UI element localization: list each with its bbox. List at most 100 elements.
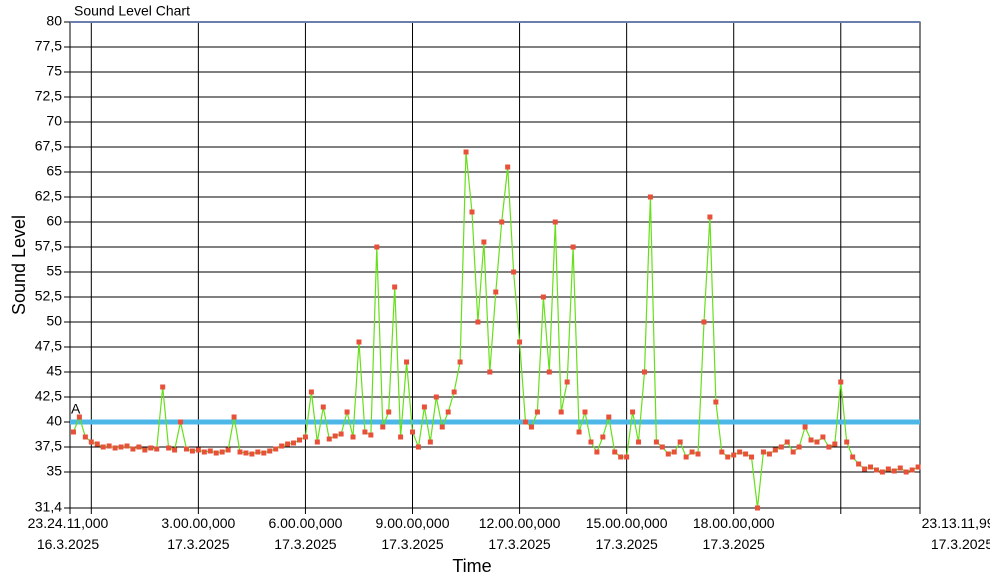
data-marker — [594, 449, 600, 455]
data-marker — [903, 469, 909, 475]
data-marker — [624, 454, 630, 460]
data-marker — [404, 359, 410, 365]
data-marker — [808, 437, 814, 443]
data-marker — [523, 419, 529, 425]
y-tick-label: 75 — [46, 63, 62, 79]
data-marker — [457, 359, 463, 365]
data-marker — [749, 454, 755, 460]
data-marker — [267, 448, 273, 454]
data-marker — [552, 219, 558, 225]
data-marker — [879, 469, 885, 475]
data-marker — [647, 194, 653, 200]
data-marker — [897, 465, 903, 471]
y-tick-label: 52,5 — [35, 288, 62, 304]
y-tick-label: 45 — [46, 363, 62, 379]
threshold-label: A — [71, 401, 81, 417]
x-tick-label: 9.00.00,000 17.3.2025 — [376, 515, 450, 552]
y-tick-label: 80 — [46, 13, 62, 29]
data-marker — [445, 409, 451, 415]
data-marker — [183, 446, 189, 452]
data-marker — [641, 369, 647, 375]
data-marker — [719, 449, 725, 455]
data-marker — [189, 448, 195, 454]
data-marker — [534, 409, 540, 415]
y-tick-label: 47,5 — [35, 338, 62, 354]
data-marker — [772, 447, 778, 453]
data-marker — [415, 444, 421, 450]
series-line — [72, 151, 919, 509]
data-marker — [255, 449, 261, 455]
data-marker — [136, 444, 142, 450]
data-marker — [439, 424, 445, 430]
data-marker — [612, 449, 618, 455]
y-tick-label: 77,5 — [35, 38, 62, 54]
data-marker — [540, 294, 546, 300]
data-marker — [517, 339, 523, 345]
data-marker — [166, 445, 172, 451]
data-marker — [689, 449, 695, 455]
data-marker — [671, 449, 677, 455]
data-marker — [314, 439, 320, 445]
data-marker — [778, 444, 784, 450]
data-marker — [487, 369, 493, 375]
data-marker — [178, 419, 184, 425]
data-marker — [195, 447, 201, 453]
y-tick-label: 60 — [46, 213, 62, 229]
data-marker — [475, 319, 481, 325]
data-marker — [100, 444, 106, 450]
data-marker — [207, 448, 213, 454]
data-marker — [296, 437, 302, 443]
x-tick-label: 3.00.00,000 17.3.2025 — [161, 515, 235, 552]
y-tick-label: 35 — [46, 463, 62, 479]
data-marker — [606, 414, 612, 420]
data-marker — [76, 414, 82, 420]
data-marker — [362, 429, 368, 435]
x-tick-label: 23.13.11,99217.3.2025 — [922, 515, 990, 552]
x-tick-label: 15.00.00,000 17.3.2025 — [586, 515, 668, 552]
y-tick-label: 31,4 — [35, 499, 62, 515]
data-marker — [528, 424, 534, 430]
data-marker — [885, 466, 891, 472]
data-marker — [118, 444, 124, 450]
x-tick-label: 23.24.11,000 16.3.2025 — [28, 515, 109, 552]
data-marker — [796, 444, 802, 450]
data-marker — [231, 414, 237, 420]
data-marker — [172, 447, 178, 453]
data-marker — [826, 444, 832, 450]
data-marker — [850, 454, 856, 460]
data-marker — [142, 447, 148, 453]
y-tick-label: 40 — [46, 413, 62, 429]
data-marker — [582, 409, 588, 415]
data-marker — [731, 452, 737, 458]
data-marker — [891, 468, 897, 474]
x-tick-label: 18.00.00,000 17.3.2025 — [693, 515, 775, 552]
data-marker — [463, 149, 469, 155]
y-axis-title: Sound Level — [9, 215, 29, 315]
data-marker — [421, 404, 427, 410]
data-marker — [743, 451, 749, 457]
y-tick-label: 72,5 — [35, 88, 62, 104]
data-marker — [802, 424, 808, 430]
data-marker — [713, 399, 719, 405]
plot-frame — [69, 21, 921, 509]
y-tick-label: 65 — [46, 163, 62, 179]
y-tick-label: 67,5 — [35, 138, 62, 154]
data-marker — [707, 214, 713, 220]
data-marker — [481, 239, 487, 245]
data-marker — [243, 450, 249, 456]
data-marker — [94, 441, 100, 447]
data-marker — [225, 447, 231, 453]
data-marker — [725, 454, 731, 460]
data-marker — [820, 434, 826, 440]
data-marker — [754, 505, 760, 511]
data-marker — [683, 454, 689, 460]
data-marker — [564, 379, 570, 385]
data-marker — [873, 467, 879, 473]
data-marker — [576, 429, 582, 435]
y-tick-label: 42,5 — [35, 388, 62, 404]
data-marker — [570, 244, 576, 250]
data-marker — [291, 440, 297, 446]
data-marker — [630, 409, 636, 415]
data-marker — [493, 289, 499, 295]
data-marker — [511, 269, 517, 275]
